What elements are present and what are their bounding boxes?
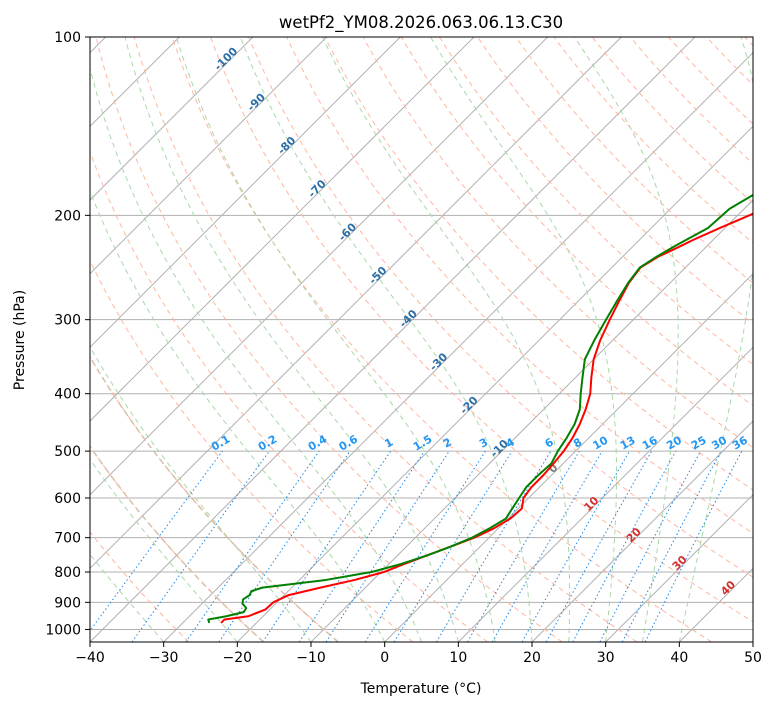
isotherm-line bbox=[384, 272, 753, 642]
dry-adiabat-line bbox=[248, 37, 753, 578]
dry-adiabat-line bbox=[400, 37, 753, 407]
y-axis-title: Pressure (hPa) bbox=[12, 290, 28, 390]
dry-adiabat-line bbox=[210, 37, 753, 623]
x-tick-label: 40 bbox=[670, 650, 688, 666]
mixing-ratio-line bbox=[90, 450, 223, 632]
isotherm-line bbox=[90, 37, 328, 275]
y-tick-label: 700 bbox=[54, 531, 81, 547]
dry-adiabat-line bbox=[286, 37, 753, 534]
isotherm-line bbox=[90, 37, 254, 201]
sounding-profiles bbox=[207, 193, 753, 624]
y-tick-label: 200 bbox=[54, 208, 81, 224]
isotherm-line bbox=[90, 37, 475, 422]
dry-adiabat-line bbox=[95, 37, 563, 642]
x-tick-label: 30 bbox=[597, 650, 615, 666]
mixing-ratio-line bbox=[185, 450, 320, 642]
x-tick-label: −10 bbox=[296, 650, 326, 666]
y-tick-label: 400 bbox=[54, 387, 81, 403]
axes: −40 −30 −20 −10 0 10 20 30 40 50 100 200 300 400 500 60… bbox=[45, 30, 762, 666]
chart-title: wetPf2_YM08.2026.063.06.13.C30 bbox=[279, 13, 563, 33]
temperature-profile bbox=[220, 212, 753, 624]
dry-adiabat-curve bbox=[90, 445, 265, 642]
isotherm-line bbox=[90, 37, 549, 496]
moist-adiabat-line bbox=[574, 37, 679, 642]
dry-adiabat-line bbox=[439, 37, 753, 366]
mixing-ratio-line bbox=[131, 450, 270, 642]
isotherm-line bbox=[90, 37, 401, 349]
y-tick-label: 100 bbox=[54, 30, 81, 46]
x-tick-label: −40 bbox=[75, 650, 105, 666]
mixing-ratio-line bbox=[325, 450, 450, 642]
isotherm-line bbox=[605, 493, 753, 642]
mixing-ratio-line bbox=[218, 450, 351, 642]
x-tick-label: −30 bbox=[149, 650, 179, 666]
mixing-ratio-line bbox=[572, 450, 677, 642]
y-tick-label: 500 bbox=[54, 444, 81, 460]
y-tick-label: 800 bbox=[54, 565, 81, 581]
isotherm-line bbox=[531, 420, 753, 642]
x-tick-label: 10 bbox=[449, 650, 467, 666]
isotherm-line bbox=[90, 37, 622, 570]
plot-frame bbox=[89, 36, 754, 643]
dry-adiabat-line bbox=[90, 531, 190, 642]
mixing-ratio-line bbox=[491, 450, 603, 642]
isotherm-line bbox=[457, 346, 753, 642]
mixing-ratio-line bbox=[467, 450, 580, 642]
x-tick-label: −20 bbox=[223, 650, 253, 666]
moist-adiabat-line bbox=[430, 37, 618, 642]
moist-adiabat-line bbox=[239, 37, 533, 642]
y-tick-label: 1000 bbox=[45, 622, 81, 638]
moist-adiabat-line bbox=[90, 189, 386, 642]
x-tick-label: 50 bbox=[744, 650, 762, 666]
dry-adiabat-line bbox=[133, 37, 638, 642]
moist-adiabat-line bbox=[90, 458, 238, 642]
dry-adiabat-line bbox=[90, 259, 414, 642]
dewpoint-profile bbox=[207, 193, 753, 624]
mixing-ratio-line bbox=[521, 450, 630, 642]
mixing-ratio-line bbox=[393, 450, 513, 642]
background-lines bbox=[90, 37, 753, 642]
moist-adiabat-line bbox=[90, 553, 165, 642]
mixing-ratio-line bbox=[364, 450, 486, 642]
x-tick-label: 20 bbox=[523, 650, 541, 666]
dry-adiabat-line bbox=[324, 37, 753, 491]
y-tick-label: 900 bbox=[54, 595, 81, 611]
moist-adiabat-line bbox=[322, 37, 571, 642]
moist-adiabat-line bbox=[90, 345, 312, 642]
dry-adiabat-line bbox=[362, 37, 753, 449]
mixing-ratio-line bbox=[545, 450, 653, 642]
y-tick-label: 300 bbox=[54, 313, 81, 329]
x-axis-title: Temperature (°C) bbox=[360, 681, 482, 697]
moist-adiabat-line bbox=[90, 66, 422, 642]
y-tick-label: 600 bbox=[54, 491, 81, 507]
moist-adiabat-line bbox=[175, 37, 496, 642]
isotherm-line bbox=[90, 37, 696, 642]
x-tick-label: 0 bbox=[380, 650, 389, 666]
isotherm-line bbox=[163, 51, 753, 642]
moist-adiabat-line bbox=[124, 37, 459, 642]
isotherm-line bbox=[236, 125, 753, 642]
